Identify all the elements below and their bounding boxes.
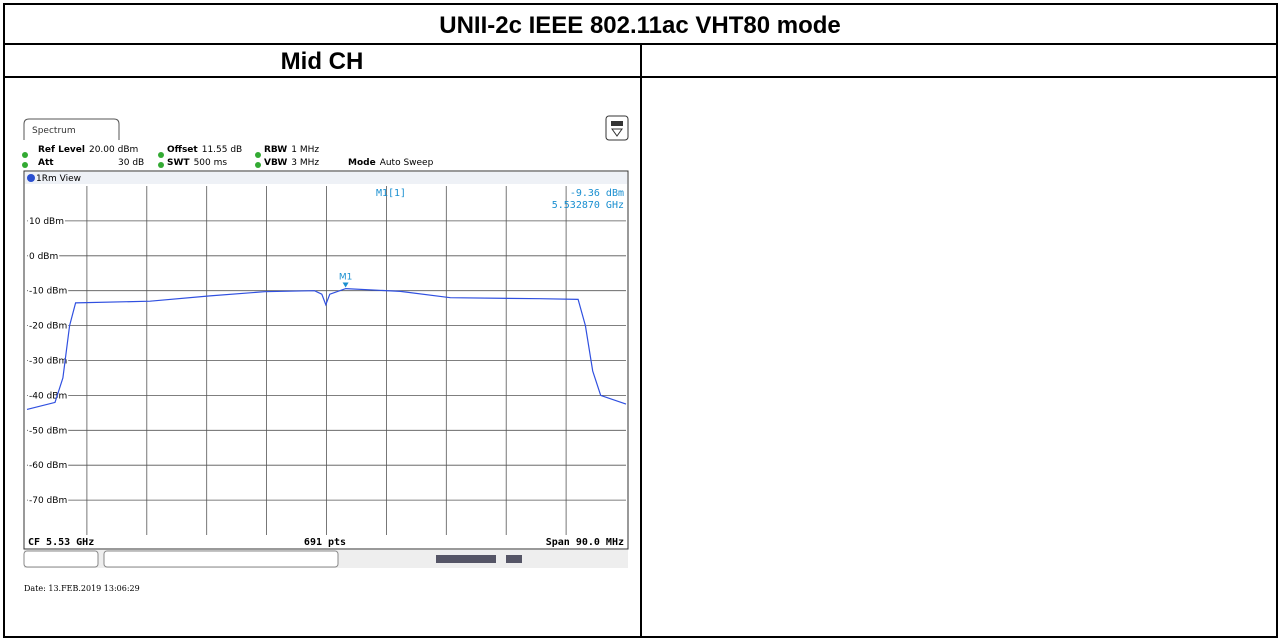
tick-label-bg [28,391,69,402]
tick-label-bg [28,426,69,437]
setting-label: Mode [348,158,376,168]
tick-label-bg [28,496,69,507]
column-header: Mid CH [281,48,364,75]
setting-value: 20.00 dBm [89,145,138,155]
setting-label: Ref Level [38,145,85,155]
date-stamp: Date: 13.FEB.2019 13:06:29 [24,584,140,593]
y-tick-label: -10 dBm [29,287,67,297]
tick-label-bg [28,321,69,332]
tick-label-bg [28,251,60,262]
footer-cf: CF 5.53 GHz [28,537,94,548]
setting-value: 500 ms [194,158,228,168]
setting-value: 30 dB [118,158,144,168]
setting-value: 1 MHz [291,145,319,155]
footer-points: 691 pts [304,537,346,548]
tick-label-bg [28,461,69,472]
y-tick-label: -40 dBm [29,391,67,401]
tab-label: Spectrum [32,126,76,136]
setting-label: RBW [264,145,287,155]
table-title: UNII-2c IEEE 802.11ac VHT80 mode [439,12,841,39]
marker-freq: 5.532870 GHz [552,200,624,211]
marker-tag: M1 [339,272,353,282]
setting-label: Offset [167,145,198,155]
y-tick-label: -70 dBm [29,496,67,506]
tick-label-bg [28,286,69,297]
analyzer-chrome [22,115,629,568]
y-tick-label: -50 dBm [29,426,67,436]
tick-label-bg [28,216,65,227]
y-tick-label: 10 dBm [29,217,64,227]
y-tick-label: -30 dBm [29,357,67,367]
marker-level: -9.36 dBm [570,188,624,199]
y-tick-label: 0 dBm [29,252,58,262]
setting-label: VBW [264,158,287,168]
table-frame [3,3,1278,638]
view-label: 1Rm View [36,174,81,184]
setting-label: Att [38,158,54,168]
setting-label: SWT [167,158,190,168]
trace [26,287,627,410]
y-tick-label: -60 dBm [29,461,67,471]
marker-name: M1[1] [376,188,406,199]
tick-label-bg [28,356,69,367]
footer-span: Span 90.0 MHz [546,537,624,548]
marker [342,282,349,288]
setting-value: 3 MHz [291,158,319,168]
setting-value: Auto Sweep [380,158,434,168]
setting-value: 11.55 dB [202,145,243,155]
y-tick-label: -20 dBm [29,322,67,332]
